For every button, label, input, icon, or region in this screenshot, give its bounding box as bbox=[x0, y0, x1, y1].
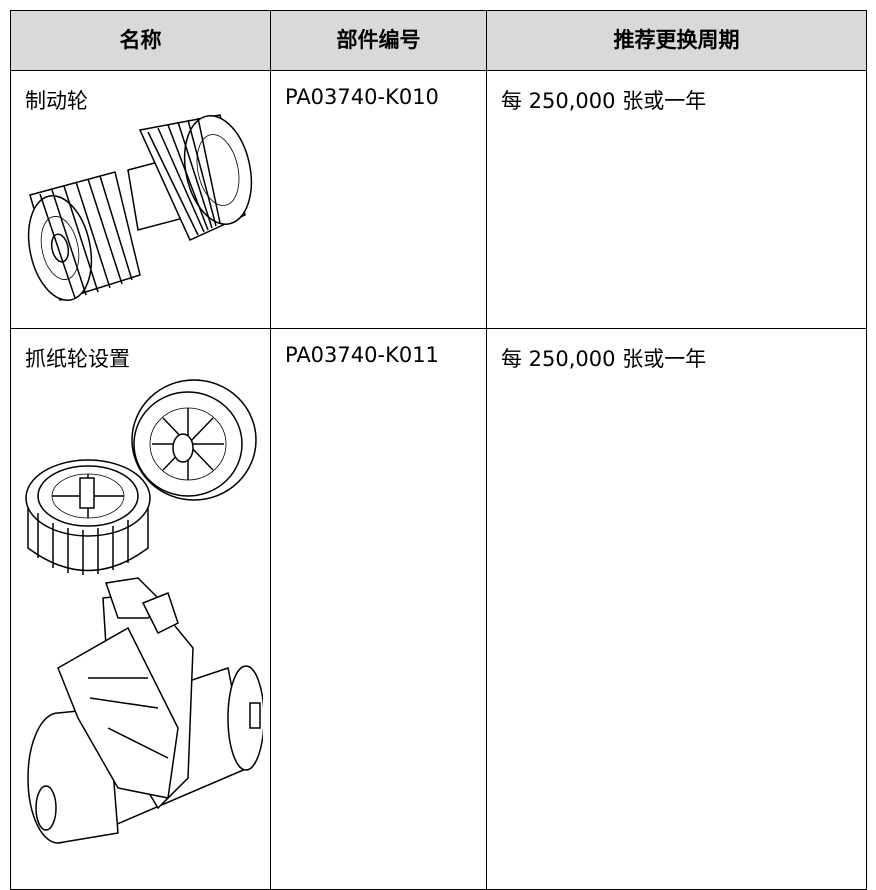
pick-roller-image bbox=[25, 379, 263, 844]
cell: PA03740-K011 bbox=[270, 328, 487, 890]
cell: 每 250,000 张或一年 bbox=[486, 70, 867, 329]
header-cell: 推荐更换周期 bbox=[486, 10, 867, 71]
header-cell: 部件编号 bbox=[270, 10, 487, 71]
cell: 每 250,000 张或一年 bbox=[486, 328, 867, 890]
brake-roller-image bbox=[27, 114, 253, 301]
cell: PA03740-K010 bbox=[270, 70, 487, 329]
header-cell: 名称 bbox=[10, 10, 271, 71]
